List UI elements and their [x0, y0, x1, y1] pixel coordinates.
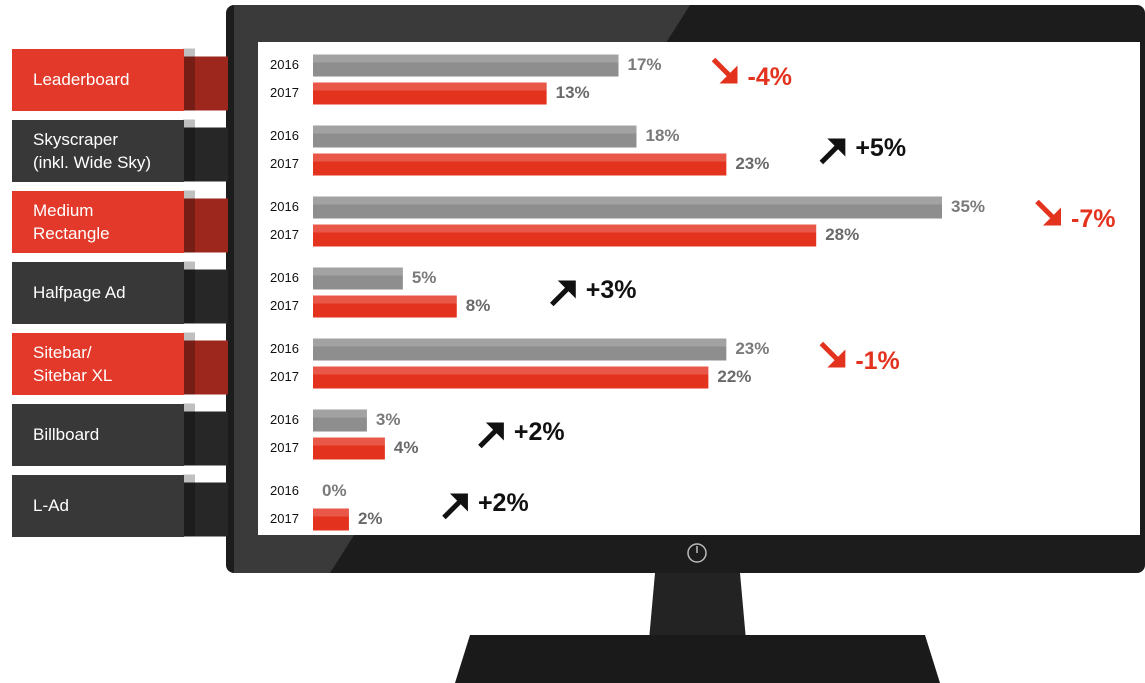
year-label: 2017 [270, 298, 299, 313]
change-label: +2% [514, 418, 565, 446]
tab-edge [183, 191, 195, 253]
bar-shine [313, 55, 619, 63]
bar-shine [313, 197, 942, 205]
bar-shine [313, 296, 457, 304]
year-label: 2017 [270, 156, 299, 171]
value-label: 2% [358, 509, 383, 528]
monitor-neck [649, 573, 746, 640]
value-label: 35% [951, 197, 985, 216]
value-label: 0% [322, 481, 347, 500]
category-tab: Medium Rectangle [12, 191, 184, 253]
tab-edge [183, 262, 195, 324]
bar-shine [313, 438, 385, 446]
year-label: 2016 [270, 128, 299, 143]
bar-shine [313, 126, 636, 134]
bar-shine [313, 367, 708, 375]
monitor-base [455, 635, 940, 683]
value-label: 3% [376, 410, 401, 429]
change-label: +5% [855, 134, 906, 162]
category-tab: Leaderboard [12, 49, 184, 111]
year-label: 2017 [270, 227, 299, 242]
bar-shine [313, 410, 367, 418]
year-label: 2016 [270, 341, 299, 356]
bar-shine [313, 509, 349, 517]
change-label: +3% [586, 276, 637, 304]
bar-shine [313, 83, 547, 91]
category-tab: Skyscraper (inkl. Wide Sky) [12, 120, 184, 182]
bar-shine [313, 225, 816, 233]
value-label: 28% [825, 225, 859, 244]
category-tab: Billboard [12, 404, 184, 466]
value-label: 4% [394, 438, 419, 457]
year-label: 2017 [270, 369, 299, 384]
bar-shine [313, 339, 726, 347]
infographic: 2016 17% 2017 13% -4% 2016 18% 2017 23% +5% 2016 35… [0, 0, 1145, 683]
year-label: 2016 [270, 199, 299, 214]
value-label: 5% [412, 268, 437, 287]
tab-edge [183, 333, 195, 395]
year-label: 2017 [270, 511, 299, 526]
value-label: 18% [645, 126, 679, 145]
value-label: 8% [466, 296, 491, 315]
year-label: 2016 [270, 270, 299, 285]
tab-edge [183, 404, 195, 466]
tab-edge [183, 49, 195, 111]
change-label: -1% [855, 347, 899, 375]
bar-shine [313, 268, 403, 276]
year-label: 2017 [270, 440, 299, 455]
year-label: 2016 [270, 57, 299, 72]
category-tab: Sitebar/ Sitebar XL [12, 333, 184, 395]
value-label: 23% [735, 339, 769, 358]
value-label: 17% [628, 55, 662, 74]
tab-edge [183, 475, 195, 537]
category-tab: L-Ad [12, 475, 184, 537]
year-label: 2017 [270, 85, 299, 100]
tab-edge [183, 120, 195, 182]
year-label: 2016 [270, 412, 299, 427]
year-label: 2016 [270, 483, 299, 498]
change-label: -4% [748, 63, 792, 91]
bar-shine [313, 154, 726, 162]
category-tab: Halfpage Ad [12, 262, 184, 324]
value-label: 22% [717, 367, 751, 386]
change-label: -7% [1071, 205, 1115, 233]
value-label: 13% [556, 83, 590, 102]
change-label: +2% [478, 489, 529, 517]
value-label: 23% [735, 154, 769, 173]
